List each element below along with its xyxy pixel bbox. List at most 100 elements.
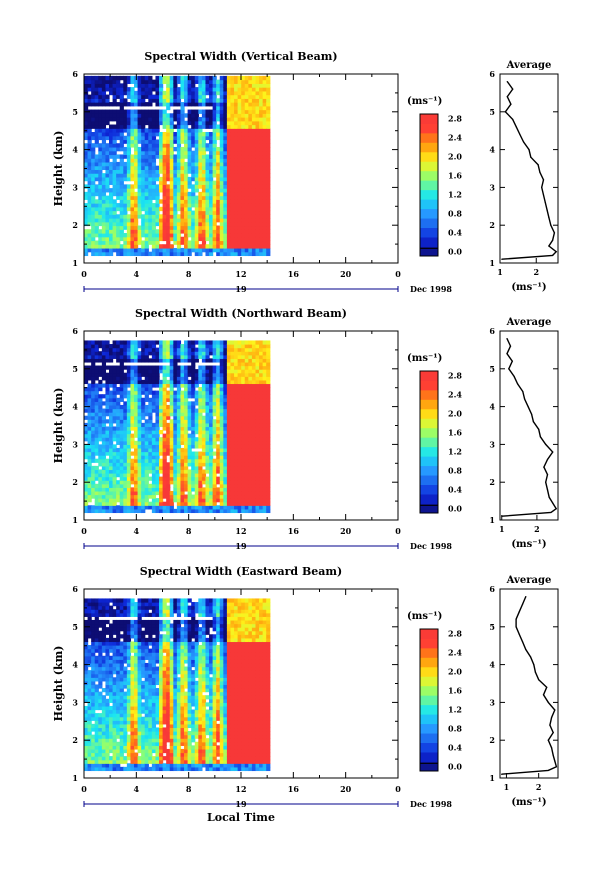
x-tick-label: 16 (288, 526, 300, 536)
heatmap-cell (137, 458, 142, 463)
heatmap-cell (219, 184, 224, 189)
heatmap-cell (176, 369, 182, 374)
heatmap-cell (112, 79, 117, 84)
heatmap-cell (248, 225, 253, 230)
heatmap-cell (230, 426, 235, 431)
heatmap-cell (173, 251, 178, 257)
heatmap-cell (266, 487, 271, 492)
heatmap-cell (162, 218, 167, 223)
heatmap-cell (201, 143, 207, 148)
heatmap-cell (87, 203, 92, 208)
heatmap-cell (262, 169, 267, 174)
heatmap-cell (159, 158, 164, 163)
heatmap-cell (262, 158, 267, 163)
heatmap-cell (198, 473, 203, 478)
heatmap-cell (234, 437, 239, 442)
heatmap-cell (159, 221, 164, 227)
heatmap-cell (241, 191, 246, 197)
heatmap-cell (216, 505, 221, 510)
heatmap-cell (144, 244, 149, 249)
heatmap-cell (98, 128, 103, 133)
heatmap-cell (123, 480, 128, 485)
heatmap-cell (101, 508, 107, 514)
heatmap-cell (105, 102, 110, 107)
heatmap-cell (255, 508, 260, 514)
heatmap-cell (219, 490, 224, 496)
heatmap-cell (176, 158, 182, 163)
heatmap-cell (155, 124, 160, 129)
heatmap-cell (223, 383, 228, 388)
heatmap-cell (159, 401, 164, 406)
heatmap-cell (151, 462, 157, 467)
heatmap-cell (176, 180, 182, 185)
average-profile-point (501, 258, 503, 260)
heatmap-cell (230, 455, 235, 460)
heatmap-cell (126, 206, 132, 212)
heatmap-cell (119, 218, 124, 223)
heatmap-cell (159, 387, 164, 392)
heatmap-cell (101, 422, 107, 428)
heatmap-cell (137, 344, 142, 349)
heatmap-cell (209, 180, 214, 185)
heatmap-cell (159, 404, 164, 410)
heatmap-cell (266, 176, 271, 182)
heatmap-cell (184, 451, 189, 456)
heatmap-cell (259, 169, 264, 174)
heatmap-cell (91, 383, 96, 388)
heatmap-cell (262, 372, 267, 377)
heatmap-cell (205, 465, 210, 471)
heatmap-cell (226, 372, 232, 377)
heatmap-cell (98, 379, 103, 385)
heatmap-cell (159, 394, 164, 399)
heatmap-cell (219, 379, 224, 385)
heatmap-cell (134, 214, 139, 219)
heatmap-cell (166, 383, 171, 388)
heatmap-cell (173, 369, 178, 374)
heatmap-cell (112, 184, 117, 189)
heatmap-cell (259, 430, 264, 435)
heatmap-cell (255, 233, 260, 238)
heatmap-cell (198, 169, 203, 174)
colorbar-bin (420, 389, 438, 400)
heatmap-cell (212, 347, 217, 352)
heatmap-cell (112, 387, 117, 392)
heatmap-cell (216, 218, 221, 223)
heatmap-cell (109, 494, 114, 499)
heatmap-cell (126, 379, 132, 385)
heatmap-cell (219, 419, 224, 424)
heatmap-cell (112, 354, 117, 359)
heatmap-cell (119, 455, 124, 460)
heatmap-cell (187, 117, 192, 122)
heatmap-cell (241, 358, 246, 363)
heatmap-cell (219, 426, 224, 431)
heatmap-cell (266, 465, 271, 471)
heatmap-cell (105, 451, 110, 456)
heatmap-cell (266, 75, 271, 81)
heatmap-cell (194, 214, 199, 219)
heatmap-cell (262, 233, 267, 238)
heatmap-cell (134, 94, 139, 99)
heatmap-cell (159, 117, 164, 122)
heatmap-cell (101, 447, 107, 453)
heatmap-cell (219, 132, 224, 137)
heatmap-cell (244, 154, 249, 159)
colorbar-bin (420, 371, 438, 381)
heatmap-cell (230, 158, 235, 163)
heatmap-cell (101, 469, 107, 474)
heatmap-cell (123, 451, 128, 456)
colorbar-bin (420, 465, 438, 476)
heatmap-cell (180, 394, 185, 399)
heatmap-cell (244, 83, 249, 88)
heatmap-cell (91, 132, 96, 137)
heatmap-cell (234, 158, 239, 163)
heatmap-cell (91, 117, 96, 122)
heatmap-cell (84, 117, 89, 122)
heatmap-cell (184, 415, 189, 420)
heatmap-cell (162, 132, 167, 137)
heatmap-cell (144, 455, 149, 460)
heatmap-cell (187, 199, 192, 204)
heatmap-cell (166, 154, 171, 159)
heatmap-cell (119, 437, 124, 442)
heatmap-cell (205, 206, 210, 212)
heatmap-cell (98, 387, 103, 392)
